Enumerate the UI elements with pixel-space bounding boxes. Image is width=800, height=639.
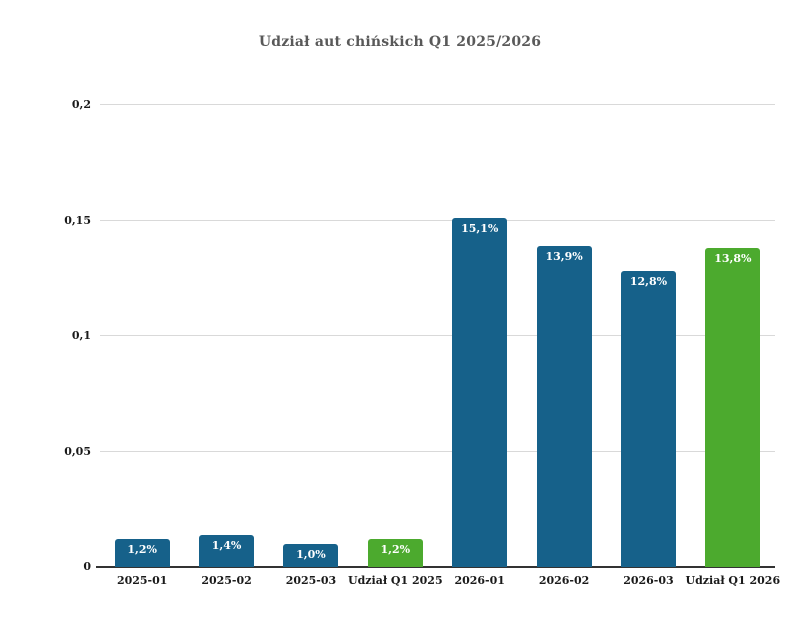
bar-value-label: 1,2% — [127, 543, 157, 556]
x-tick-label: 2025-02 — [201, 574, 252, 587]
bar-2026-03: 12,8% — [620, 271, 676, 567]
plot-area: 1,2% 2025-01 1,4% 2025-02 1,0% 2025-03 1,2% Udz… — [96, 104, 780, 587]
x-tick-label: 2026-01 — [454, 574, 505, 587]
x-tick-label: Udział Q1 2025 — [348, 574, 443, 587]
y-tick-label: 0,05 — [64, 444, 91, 458]
x-tick-label: 2025-03 — [285, 574, 337, 587]
x-tick-label: 2025-01 — [116, 574, 168, 587]
bar-value-label: 13,8% — [714, 252, 752, 265]
bar-value-label: 12,8% — [629, 275, 668, 288]
y-tick-label: 0,1 — [71, 329, 91, 342]
bar-2025-02: 1,4% — [199, 535, 255, 567]
bar-value-label: 15,1% — [461, 222, 499, 235]
bar-2025-03: 1,0% — [283, 544, 339, 567]
y-tick-label: 0,2 — [71, 98, 91, 111]
category-band: 1,4% 2025-02 — [184, 105, 268, 587]
bar-value-label: 1,0% — [296, 548, 326, 561]
bar-2026-02: 13,9% — [536, 246, 592, 567]
category-band: 12,8% 2026-03 — [606, 105, 690, 587]
category-band: 1,0% 2025-03 — [269, 105, 353, 587]
category-band: 13,8% Udział Q1 2026 — [686, 105, 780, 587]
bar-2025-01: 1,2% — [114, 539, 170, 567]
category-band: 15,1% 2026-01 — [438, 105, 522, 587]
category-band: 13,9% 2026-02 — [522, 105, 606, 587]
y-tick-label: 0,15 — [64, 213, 91, 227]
bar-value-label: 13,9% — [545, 250, 583, 263]
gridline — [100, 335, 775, 336]
bar-2026-01: 15,1% — [452, 218, 508, 567]
bar-Udział Q1 2025: 1,2% — [367, 539, 423, 567]
category-band: 1,2% 2025-01 — [100, 105, 184, 587]
chart-title: Udział aut chińskich Q1 2025/2026 — [258, 34, 542, 50]
x-tick-label: 2026-03 — [623, 574, 674, 587]
x-tick-label: Udział Q1 2026 — [685, 574, 781, 587]
bar-series: 1,2% 2025-01 1,4% 2025-02 1,0% 2025-03 1,2% Udz… — [100, 105, 780, 587]
bar-Udział Q1 2026: 13,8% — [705, 248, 761, 567]
bar-value-label: 1,2% — [380, 543, 411, 556]
x-tick-label: 2026-02 — [538, 574, 590, 587]
category-band: 1,2% Udział Q1 2025 — [348, 105, 443, 587]
gridline — [100, 104, 775, 105]
y-tick-label: 0 — [83, 560, 91, 573]
gridline — [100, 219, 775, 221]
gridline — [100, 450, 775, 452]
x-axis-line — [96, 566, 775, 568]
bar-value-label: 1,4% — [211, 539, 242, 552]
